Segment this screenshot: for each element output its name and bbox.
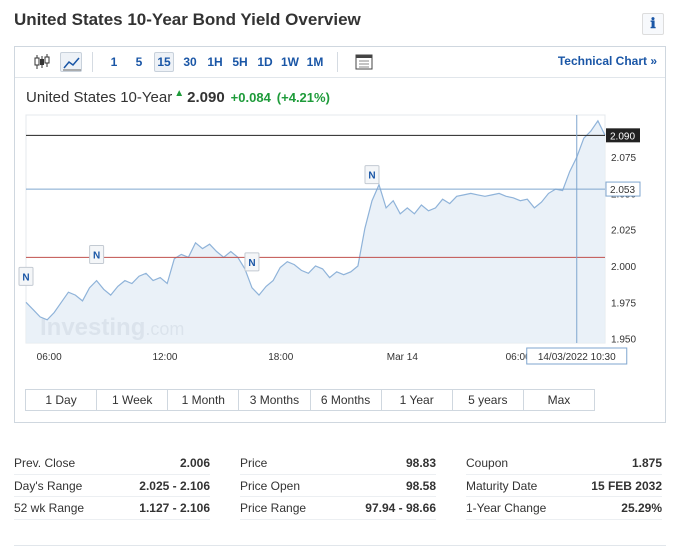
stat-row: Price Open 98.58 bbox=[240, 475, 436, 497]
last-price-tag bbox=[606, 128, 640, 143]
stat-value: 98.58 bbox=[405, 478, 436, 493]
series-area bbox=[26, 120, 605, 343]
stat-row: Prev. Close 2.006 bbox=[14, 452, 210, 475]
stat-label: Price bbox=[240, 456, 268, 470]
interval-1m[interactable]: 1M bbox=[306, 55, 324, 69]
stats-column: Price 98.83 Price Open 98.58 Price Range 97… bbox=[240, 452, 436, 520]
interval-5[interactable]: 5 bbox=[135, 55, 143, 69]
toolbar-divider bbox=[337, 52, 338, 72]
y-tick-label: 2.025 bbox=[611, 226, 636, 237]
y-tick-label: 2.000 bbox=[611, 262, 636, 273]
page-title: United States 10-Year Bond Yield Overvie… bbox=[14, 10, 361, 29]
candlestick-icon[interactable] bbox=[31, 52, 53, 72]
range-max[interactable]: Max bbox=[547, 393, 571, 407]
news-marker[interactable] bbox=[89, 245, 105, 265]
news-marker[interactable] bbox=[364, 165, 380, 185]
range-6-months[interactable]: 6 Months bbox=[311, 390, 382, 410]
stat-value: 1.875 bbox=[631, 456, 662, 470]
chart-panel: 1 5 15 30 1H 5H 1D 1W 1M Technical Chart… bbox=[14, 46, 666, 423]
series-line bbox=[25, 119, 606, 321]
stat-row: Price Range 97.94 - 98.66 bbox=[240, 497, 436, 520]
stat-row: Day's Range 2.025 - 2.106 bbox=[14, 475, 210, 497]
interval-1d[interactable]: 1D bbox=[257, 55, 273, 69]
divider bbox=[14, 545, 666, 546]
x-tick-label: 06:00 bbox=[506, 352, 531, 363]
calendar-icon[interactable] bbox=[353, 52, 375, 72]
interval-1[interactable]: 1 bbox=[110, 55, 118, 69]
stat-label: Coupon bbox=[466, 456, 509, 470]
x-tick-label: 12:00 bbox=[152, 352, 177, 363]
range-1-day[interactable]: 1 Day bbox=[26, 390, 98, 410]
stat-value: 25.29% bbox=[621, 501, 662, 515]
x-tick-label: Mar 14 bbox=[387, 352, 419, 363]
news-marker-label[interactable]: N bbox=[368, 171, 375, 182]
range-5-years[interactable]: 5 years bbox=[453, 390, 524, 410]
chart-toolbar: 1 5 15 30 1H 5H 1D 1W 1M Technical Chart… bbox=[15, 47, 665, 78]
x-tick-label: 18:00 bbox=[268, 352, 293, 363]
stat-row: Coupon 1.875 bbox=[466, 452, 662, 475]
stat-row: Price 98.83 bbox=[240, 452, 436, 475]
interval-15[interactable]: 15 bbox=[154, 52, 174, 72]
price-change-percent: (+4.21%) bbox=[276, 90, 330, 105]
stat-label: Price Range bbox=[240, 501, 307, 515]
stat-row: 52 wk Range 1.127 - 2.106 bbox=[14, 497, 210, 520]
news-marker-label[interactable]: N bbox=[248, 258, 255, 269]
stat-value: 1.127 - 2.106 bbox=[139, 501, 210, 515]
price-change: +0.084 bbox=[230, 90, 271, 105]
stat-label: Price Open bbox=[240, 478, 301, 493]
technical-chart-link[interactable]: Technical Chart » bbox=[557, 54, 657, 68]
news-marker[interactable] bbox=[18, 266, 34, 286]
stat-label: Maturity Date bbox=[466, 478, 538, 493]
price-chart[interactable]: Investing.comNNNN2.0752.0502.0252.0001.9… bbox=[15, 47, 665, 387]
stats-column: Prev. Close 2.006 Day's Range 2.025 - 2.10… bbox=[14, 452, 210, 520]
info-icon[interactable]: ℹ bbox=[642, 13, 664, 35]
stat-label: Day's Range bbox=[14, 478, 83, 493]
stats-column: Coupon 1.875 Maturity Date 15 FEB 2032 1-Y… bbox=[466, 452, 662, 520]
line-chart-icon[interactable] bbox=[60, 52, 82, 72]
interval-1w[interactable]: 1W bbox=[281, 55, 299, 69]
news-marker[interactable] bbox=[244, 252, 260, 272]
quote-line: United States 10-Year ▲ 2.090 +0.084 (+4.21%… bbox=[26, 88, 330, 106]
stat-value: 98.83 bbox=[405, 456, 436, 470]
stat-row: 1-Year Change 25.29% bbox=[466, 497, 662, 520]
last-price-tag-label: 2.090 bbox=[610, 131, 635, 142]
range-selector: 1 Day 1 Week 1 Month 3 Months 6 Months 1… bbox=[25, 389, 595, 411]
stat-label: 52 wk Range bbox=[14, 501, 85, 515]
stat-row: Maturity Date 15 FEB 2032 bbox=[466, 475, 662, 497]
stat-value: 2.006 bbox=[179, 456, 210, 470]
crosshair-value-label: 2.053 bbox=[610, 185, 635, 196]
last-price: 2.090 bbox=[187, 89, 225, 106]
interval-5h[interactable]: 5H bbox=[232, 55, 248, 69]
range-1-year[interactable]: 1 Year bbox=[382, 390, 453, 410]
stat-value: 2.025 - 2.106 bbox=[139, 478, 210, 493]
instrument-name: United States 10-Year bbox=[26, 89, 173, 106]
range-1-week[interactable]: 1 Week bbox=[97, 390, 169, 410]
crosshair-time-tag bbox=[526, 347, 628, 365]
news-marker-label[interactable]: N bbox=[93, 251, 100, 262]
range-1-month[interactable]: 1 Month bbox=[168, 390, 240, 410]
interval-30[interactable]: 30 bbox=[183, 55, 197, 69]
up-arrow-icon: ▲ bbox=[174, 88, 185, 99]
stat-label: Prev. Close bbox=[14, 456, 76, 470]
stat-value: 15 FEB 2032 bbox=[591, 478, 662, 493]
news-marker-label[interactable]: N bbox=[22, 272, 29, 283]
stat-value: 97.94 - 98.66 bbox=[365, 501, 436, 515]
crosshair-value-tag bbox=[605, 181, 641, 197]
y-tick-label: 2.075 bbox=[611, 153, 636, 164]
x-tick-label: 06:00 bbox=[37, 352, 62, 363]
y-tick-label: 1.950 bbox=[611, 335, 636, 346]
toolbar-divider bbox=[92, 52, 93, 72]
y-tick-label: 1.975 bbox=[611, 298, 636, 309]
crosshair-time-label: 14/03/2022 10:30 bbox=[538, 352, 616, 363]
interval-1h[interactable]: 1H bbox=[207, 55, 223, 69]
range-3-months[interactable]: 3 Months bbox=[239, 390, 311, 410]
stat-label: 1-Year Change bbox=[466, 501, 547, 515]
